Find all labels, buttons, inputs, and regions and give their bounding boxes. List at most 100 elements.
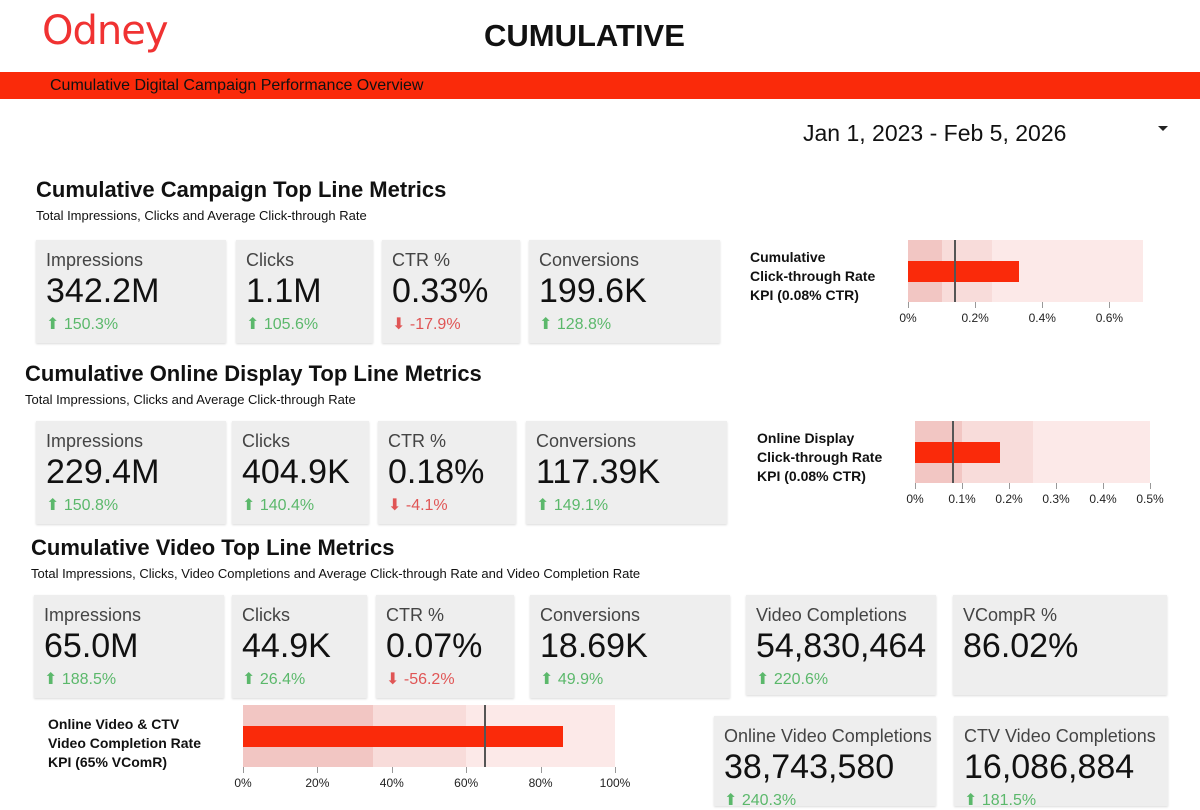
metric-value: 0.18% [388,453,485,491]
tick-mark [1103,483,1104,489]
metric-label: CTR % [386,605,444,625]
target-marker [951,421,954,483]
delta-value: 240.3% [741,792,797,809]
kpi-label-line: Online Video & CTV [48,716,180,732]
metric-value: 38,743,580 [724,748,895,786]
metric-card: CTR % 0.18% ⬇ -4.1% [378,421,516,524]
metric-value: 117.39K [536,453,661,491]
bullet-bar[interactable] [908,261,1019,282]
bullet-bar[interactable] [243,726,563,747]
metric-card: Impressions 342.2M ⬆ 150.3% [36,240,226,343]
odney-logo: Odney [42,8,169,54]
tick-mark [908,302,909,308]
kpi-label-line: KPI (0.08% CTR) [750,287,859,303]
metric-card: CTR % 0.07% ⬇ -56.2% [376,595,514,698]
delta-value: 140.4% [259,497,315,514]
arrow-down-icon: ⬇ [392,316,406,333]
metric-label: CTR % [392,250,450,270]
metric-delta: ⬆ 150.8% [46,495,118,515]
tick-label: 100% [599,776,631,790]
metric-card: CTR % 0.33% ⬇ -17.9% [382,240,520,343]
tick-mark [1150,483,1151,489]
delta-value: -56.2% [403,671,455,688]
metric-delta: ⬆ 188.5% [44,669,116,689]
metric-label: Impressions [44,605,142,625]
arrow-up-icon: ⬆ [242,497,256,514]
metric-label: Conversions [539,250,640,270]
metric-label: Conversions [536,431,637,451]
metric-label: Impressions [46,431,144,451]
metric-value: 44.9K [242,627,331,665]
metric-card: VCompR % 86.02% [953,595,1167,695]
metric-value: 54,830,464 [756,627,927,665]
arrow-up-icon: ⬆ [46,497,60,514]
tick-label: 0.2% [961,311,989,325]
kpi-label-line: Cumulative [750,249,826,265]
target-marker [483,705,486,767]
delta-value: -17.9% [409,316,461,333]
bullet-band [1032,421,1150,483]
delta-value: 128.8% [556,316,612,333]
delta-value: 188.5% [61,671,117,688]
metric-card: Conversions 18.69K ⬆ 49.9% [530,595,730,698]
kpi-label-line: Online Display [757,430,855,446]
arrow-up-icon: ⬆ [964,792,978,809]
delta-value: 181.5% [981,792,1037,809]
tick-mark [1109,302,1111,308]
arrow-up-icon: ⬆ [246,316,260,333]
chevron-down-icon[interactable] [1158,126,1168,131]
arrow-up-icon: ⬆ [724,792,738,809]
metric-value: 0.33% [392,272,489,310]
metric-value: 0.07% [386,627,483,665]
target-marker [954,240,956,302]
metric-delta: ⬆ 149.1% [536,495,608,515]
tick-mark [243,767,244,773]
date-range-picker[interactable]: Jan 1, 2023 - Feb 5, 2026 [803,120,1067,146]
metric-value: 229.4M [46,453,160,491]
section-title: Cumulative Campaign Top Line Metrics [36,177,447,202]
kpi-label-line: KPI (0.08% CTR) [757,468,866,484]
metric-card: Conversions 199.6K ⬆ 128.8% [529,240,720,343]
kpi-label-line: Click-through Rate [757,449,883,465]
metric-label: CTV Video Completions [964,726,1156,746]
tick-mark [1009,483,1010,489]
tick-label: 80% [528,776,553,790]
tick-mark [466,767,468,773]
banner: Cumulative Digital Campaign Performance … [0,72,1200,99]
delta-value: 150.3% [63,316,119,333]
kpi-label: Cumulative Click-through Rate KPI (0.08% C… [750,248,875,305]
metric-card: Clicks 44.9K ⬆ 26.4% [232,595,367,698]
arrow-down-icon: ⬇ [388,497,402,514]
metric-label: Clicks [246,250,294,270]
metric-label: Impressions [46,250,144,270]
metric-delta: ⬆ 105.6% [246,314,318,334]
metric-card: Clicks 1.1M ⬆ 105.6% [236,240,373,343]
bullet-bar[interactable] [915,442,1000,463]
kpi-label-line: Video Completion Rate [48,735,201,751]
metric-delta: ⬆ 220.6% [756,669,828,689]
metric-label: VCompR % [963,605,1058,625]
kpi-label: Online Video & CTV Video Completion Rate K… [48,715,201,772]
metric-card: CTV Video Completions 16,086,884 ⬆ 181.5% [954,716,1168,809]
metric-card: Conversions 117.39K ⬆ 149.1% [526,421,727,524]
metric-delta: ⬇ -4.1% [388,495,448,515]
metric-value: 18.69K [540,627,648,665]
tick-label: 0% [906,492,924,506]
arrow-up-icon: ⬆ [242,671,256,688]
section-subtitle: Total Impressions, Clicks, Video Complet… [31,566,641,581]
metric-value: 65.0M [44,627,139,665]
section-subtitle: Total Impressions, Clicks and Average Cl… [36,208,367,223]
tick-mark [615,767,616,773]
metric-label: Conversions [540,605,641,625]
tick-label: 0% [899,311,917,325]
metric-delta: ⬇ -56.2% [386,669,455,689]
tick-mark [317,767,319,773]
section-title: Cumulative Online Display Top Line Metri… [25,361,482,386]
tick-label: 0.1% [948,492,976,506]
tick-label: 20% [305,776,330,790]
metric-card: Online Video Completions 38,743,580 ⬆ 240… [714,716,936,809]
tick-mark [962,483,963,489]
metric-value: 342.2M [46,272,160,310]
tick-label: 0.5% [1136,492,1164,506]
delta-value: 26.4% [259,671,306,688]
